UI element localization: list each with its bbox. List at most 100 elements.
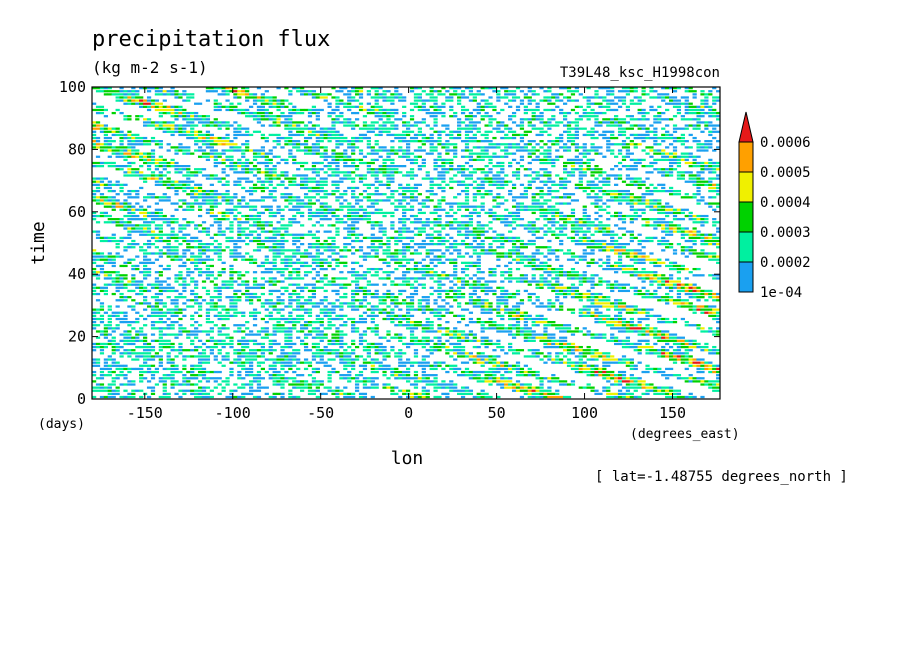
heatmap-cell bbox=[394, 370, 399, 374]
heatmap-cell bbox=[119, 255, 124, 258]
heatmap-cell bbox=[468, 352, 474, 355]
heatmap-cell bbox=[150, 333, 156, 336]
heatmap-cell bbox=[111, 314, 116, 318]
heatmap-cell bbox=[362, 392, 368, 396]
heatmap-cell bbox=[362, 299, 368, 302]
heatmap-cell bbox=[390, 292, 395, 296]
heatmap-cell bbox=[146, 302, 152, 305]
heatmap-cell bbox=[260, 377, 265, 380]
heatmap-cell bbox=[614, 264, 619, 268]
heatmap-cell bbox=[92, 395, 97, 399]
heatmap-cell bbox=[704, 292, 709, 296]
heatmap-cell bbox=[590, 249, 595, 252]
heatmap-cell bbox=[178, 370, 183, 374]
heatmap-cell bbox=[398, 289, 403, 293]
heatmap-cell bbox=[143, 339, 148, 342]
heatmap-cell bbox=[594, 246, 599, 249]
heatmap-cell bbox=[527, 264, 532, 268]
heatmap-cell bbox=[280, 302, 285, 305]
heatmap-cell bbox=[303, 264, 309, 268]
heatmap-cell bbox=[598, 302, 603, 305]
heatmap-cell bbox=[449, 311, 454, 314]
heatmap-cell bbox=[256, 218, 262, 221]
heatmap-cell bbox=[178, 258, 183, 261]
heatmap-cell bbox=[103, 327, 108, 330]
heatmap-cell bbox=[123, 367, 128, 371]
heatmap-cell bbox=[131, 246, 136, 249]
heatmap-cell bbox=[99, 321, 105, 324]
heatmap-cell bbox=[429, 286, 434, 289]
heatmap-cell bbox=[480, 249, 485, 252]
heatmap-cell bbox=[586, 367, 591, 371]
heatmap-cell bbox=[127, 380, 132, 383]
heatmap-cell bbox=[488, 361, 493, 364]
heatmap-cell bbox=[115, 246, 120, 249]
heatmap-cell bbox=[406, 389, 411, 392]
heatmap-cell bbox=[716, 299, 720, 302]
heatmap-cell bbox=[260, 349, 265, 352]
heatmap-cell bbox=[366, 386, 371, 389]
heatmap-cell bbox=[464, 246, 470, 249]
heatmap-cell bbox=[617, 255, 623, 258]
heatmap-cell bbox=[566, 252, 572, 255]
heatmap-cell bbox=[500, 380, 505, 383]
heatmap-cell bbox=[272, 230, 277, 233]
heatmap-cell bbox=[484, 339, 489, 342]
heatmap-cell bbox=[704, 364, 709, 367]
heatmap-cell bbox=[95, 324, 101, 327]
heatmap-cell bbox=[661, 339, 666, 342]
heatmap-cell bbox=[657, 317, 662, 321]
heatmap-cell bbox=[653, 261, 658, 264]
heatmap-cell bbox=[280, 252, 285, 255]
heatmap-cell bbox=[610, 239, 615, 243]
heatmap-cell bbox=[500, 302, 505, 305]
heatmap-cell bbox=[453, 345, 458, 349]
heatmap-cell bbox=[182, 392, 187, 396]
heatmap-cell bbox=[300, 330, 305, 333]
heatmap-cell bbox=[127, 224, 132, 227]
heatmap-cell bbox=[657, 321, 662, 324]
heatmap-cell bbox=[453, 221, 458, 224]
heatmap-cell bbox=[197, 296, 203, 299]
heatmap-cell bbox=[476, 271, 481, 274]
heatmap-cell bbox=[146, 349, 152, 352]
heatmap-cell bbox=[657, 221, 662, 224]
heatmap-cell bbox=[331, 342, 336, 346]
heatmap-cell bbox=[398, 361, 403, 364]
heatmap-cell bbox=[178, 236, 183, 240]
heatmap-cell bbox=[566, 289, 572, 293]
heatmap-cell bbox=[672, 333, 678, 336]
heatmap-cell bbox=[190, 258, 195, 261]
heatmap-cell bbox=[692, 239, 697, 243]
heatmap-cell bbox=[508, 261, 513, 264]
heatmap-cell bbox=[425, 349, 430, 352]
heatmap-cell bbox=[197, 358, 203, 361]
heatmap-cell bbox=[241, 274, 246, 277]
heatmap-cell bbox=[508, 386, 513, 389]
heatmap-cell bbox=[182, 364, 187, 367]
heatmap-cell bbox=[146, 305, 152, 308]
heatmap-cell bbox=[708, 349, 713, 352]
heatmap-cell bbox=[692, 292, 697, 296]
heatmap-cell bbox=[284, 333, 289, 336]
heatmap-cell bbox=[476, 302, 481, 305]
heatmap-cell bbox=[625, 324, 631, 327]
heatmap-cell bbox=[421, 239, 426, 243]
heatmap-cell bbox=[488, 308, 493, 311]
heatmap-cell bbox=[602, 246, 607, 249]
heatmap-cell bbox=[260, 355, 265, 358]
heatmap-cell bbox=[621, 289, 627, 293]
heatmap-cell bbox=[194, 345, 199, 349]
heatmap-cell bbox=[197, 367, 203, 371]
heatmap-cell bbox=[468, 358, 474, 361]
heatmap-cell bbox=[425, 236, 430, 240]
heatmap-cell bbox=[421, 364, 426, 367]
heatmap-cell bbox=[578, 258, 583, 261]
heatmap-cell bbox=[288, 261, 293, 264]
heatmap-cell bbox=[311, 358, 317, 361]
heatmap-cell bbox=[645, 311, 650, 314]
heatmap-cell bbox=[315, 252, 320, 255]
heatmap-cell bbox=[127, 336, 132, 339]
heatmap-cell bbox=[362, 277, 368, 280]
heatmap-cell bbox=[311, 286, 317, 289]
